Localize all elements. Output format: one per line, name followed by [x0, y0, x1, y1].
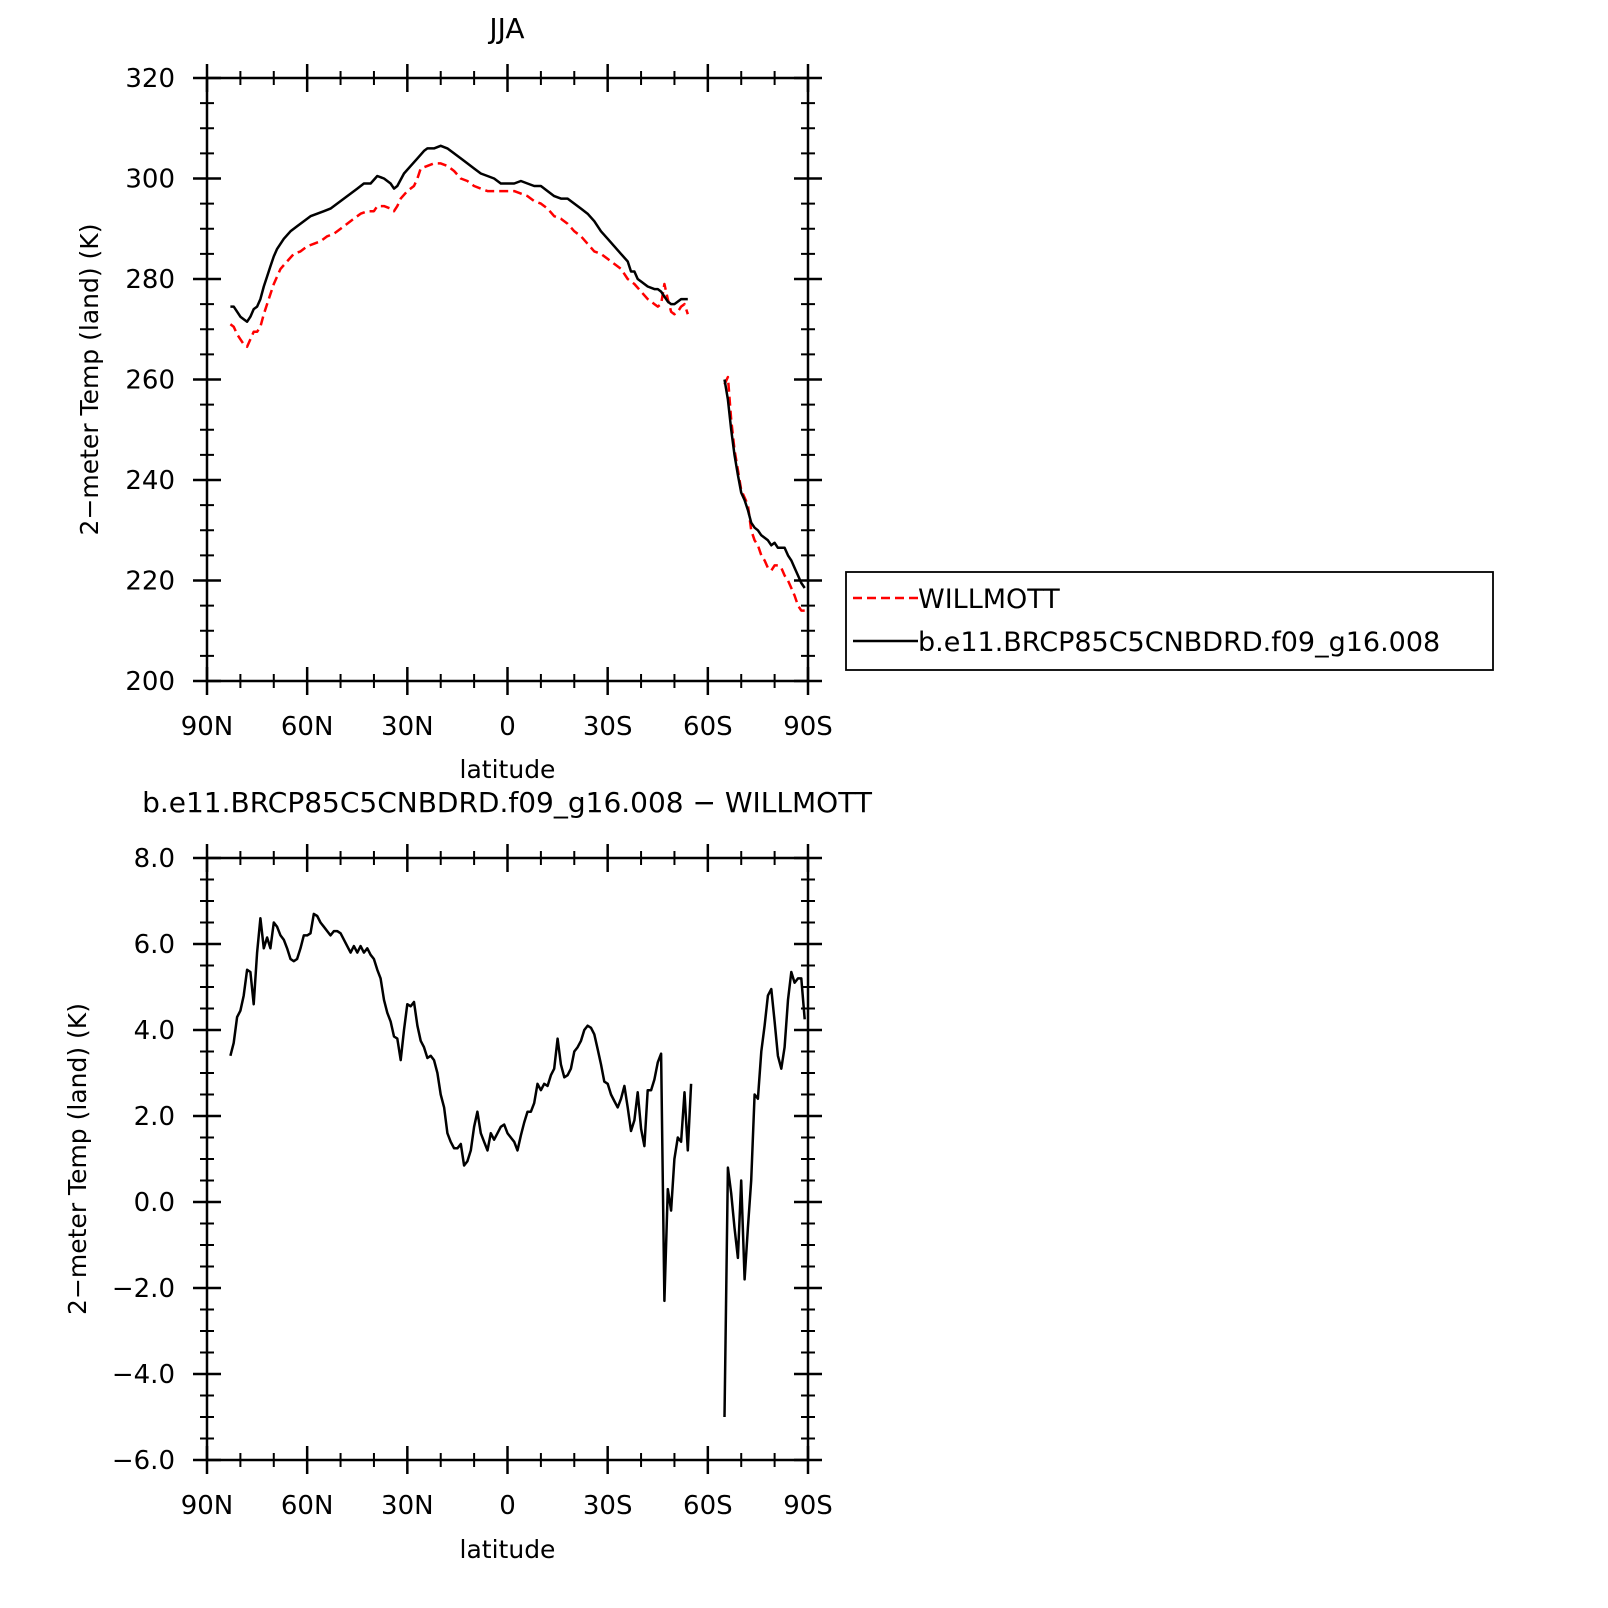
y-tick-label: 8.0 — [134, 844, 175, 874]
legend-box — [845, 571, 1494, 671]
series-2-line-segment-1 — [230, 144, 688, 323]
x-axis-label: latitude — [460, 755, 556, 784]
y-tick-label: −2.0 — [112, 1274, 175, 1304]
series-group — [229, 144, 806, 612]
y-tick-label: 4.0 — [134, 1016, 175, 1046]
y-tick-label: 220 — [125, 567, 175, 597]
series-2-line-segment-2 — [723, 379, 806, 589]
chart-panel-2: b.e11.BRCP85C5CNBDRD.f09_g16.008 − WILLM… — [63, 786, 873, 1564]
legend-label-2: b.e11.BRCP85C5CNBDRD.f09_g16.008 — [918, 627, 1440, 658]
x-tick-label: 30N — [381, 1491, 434, 1521]
y-axis-label: 2−meter Temp (land) (K) — [63, 1003, 92, 1315]
x-tick-label: 0 — [499, 1491, 516, 1521]
series-1-line-segment-1 — [229, 162, 689, 349]
plot-frame — [205, 76, 810, 683]
x-tick-label: 90N — [181, 712, 234, 742]
y-tick-label: 2.0 — [134, 1102, 175, 1132]
x-tick-label: 60S — [683, 712, 733, 742]
x-tick-label: 60N — [281, 712, 334, 742]
legend-label-1: WILLMOTT — [918, 584, 1060, 615]
y-tick-label: 260 — [125, 366, 175, 396]
x-tick-label: 60S — [683, 1491, 733, 1521]
y-tick-label: 300 — [125, 165, 175, 195]
x-tick-label: 30S — [583, 712, 633, 742]
chart-panel-1: JJA 200 220 240 260 280 300 320 90N 60N 30N 0 30S 60S… — [75, 12, 1494, 784]
x-tick-label: 30S — [583, 1491, 633, 1521]
x-tick-label: 30N — [381, 712, 434, 742]
chart-title: JJA — [487, 12, 524, 45]
series-1-line-segment-2 — [723, 970, 806, 1418]
y-tick-label: 240 — [125, 466, 175, 496]
series-group — [229, 912, 806, 1418]
x-tick-label: 0 — [499, 712, 516, 742]
series-1-line-segment-1 — [229, 912, 693, 1303]
y-axis-label: 2−meter Temp (land) (K) — [75, 224, 104, 536]
x-tick-label: 90S — [783, 1491, 833, 1521]
y-tick-label: 0.0 — [134, 1188, 175, 1218]
legend: WILLMOTT b.e11.BRCP85C5CNBDRD.f09_g16.008 — [845, 571, 1494, 671]
plot-frame — [205, 856, 810, 1462]
y-tick-label: 320 — [125, 64, 175, 94]
y-tick-label: 200 — [125, 667, 175, 697]
x-tick-label: 90S — [783, 712, 833, 742]
x-tick-label: 90N — [181, 1491, 234, 1521]
series-1-line-segment-2 — [723, 375, 805, 612]
y-tick-label: 280 — [125, 265, 175, 295]
chart-title: b.e11.BRCP85C5CNBDRD.f09_g16.008 − WILLM… — [142, 786, 873, 819]
x-tick-label: 60N — [281, 1491, 334, 1521]
y-tick-label: −6.0 — [112, 1446, 175, 1476]
y-tick-label: −4.0 — [112, 1360, 175, 1390]
x-axis-label: latitude — [460, 1535, 556, 1564]
y-tick-label: 6.0 — [134, 930, 175, 960]
